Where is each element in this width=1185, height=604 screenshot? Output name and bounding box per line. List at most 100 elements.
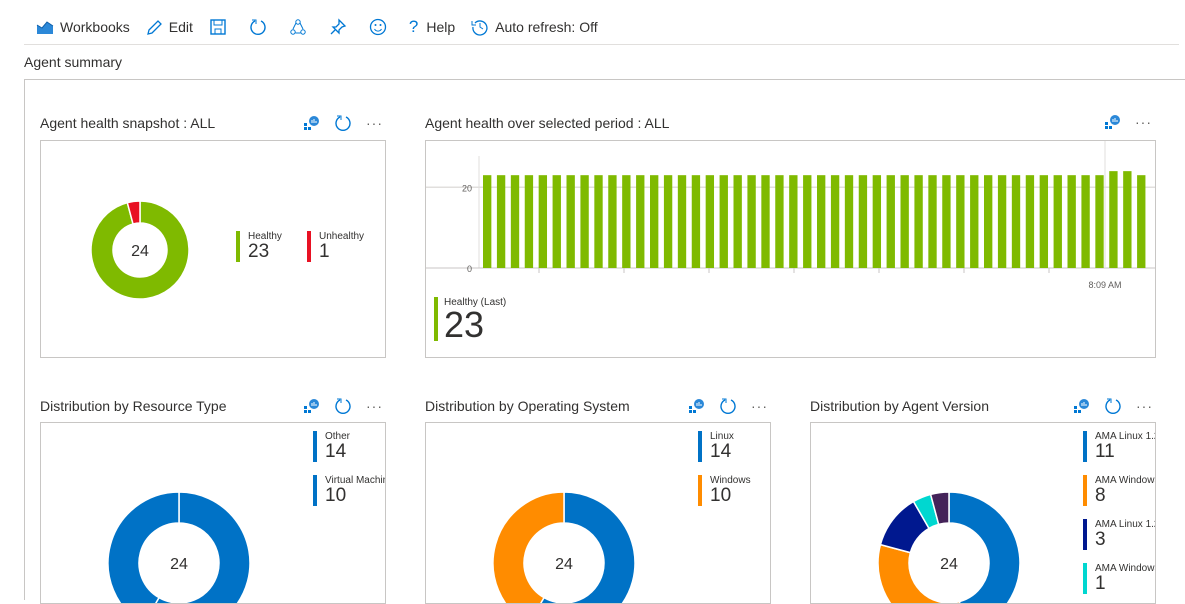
- bar[interactable]: [663, 175, 673, 268]
- bar[interactable]: [942, 175, 951, 268]
- bar[interactable]: [775, 175, 784, 268]
- period-title: Agent health over selected period : ALL: [425, 115, 670, 131]
- tile-value: 23: [444, 304, 485, 345]
- more-options-icon[interactable]: ···: [751, 398, 768, 414]
- bar[interactable]: [1039, 175, 1049, 268]
- workbooks-label: Workbooks: [60, 19, 130, 35]
- bar[interactable]: [914, 175, 923, 268]
- os-title: Distribution by Operating System: [425, 398, 630, 414]
- donut-center-label: 24: [131, 243, 149, 260]
- panel-actions: ···: [688, 397, 768, 415]
- refresh-icon[interactable]: [719, 397, 737, 415]
- bar[interactable]: [1053, 175, 1062, 268]
- bar[interactable]: [538, 175, 548, 268]
- help-button[interactable]: ? Help: [409, 17, 455, 37]
- snapshot-title: Agent health snapshot : ALL: [40, 115, 216, 131]
- bar[interactable]: [1109, 171, 1118, 268]
- pin-button[interactable]: [329, 18, 353, 36]
- bar[interactable]: [761, 175, 770, 268]
- bar[interactable]: [1011, 175, 1021, 268]
- bar[interactable]: [524, 175, 534, 268]
- more-options-icon[interactable]: ···: [1136, 398, 1153, 414]
- bar[interactable]: [997, 175, 1007, 268]
- bar[interactable]: [622, 175, 631, 268]
- bar[interactable]: [705, 175, 715, 268]
- bar[interactable]: [580, 175, 589, 268]
- bar[interactable]: [1081, 175, 1090, 268]
- donut-slice[interactable]: [948, 491, 1021, 603]
- bar[interactable]: [566, 175, 575, 268]
- donut-slice[interactable]: [492, 491, 565, 603]
- bar[interactable]: [496, 175, 506, 268]
- more-options-icon[interactable]: ···: [366, 115, 383, 131]
- auto-refresh-button[interactable]: Auto refresh: Off: [471, 18, 598, 36]
- open-in-logs-icon[interactable]: [303, 398, 320, 414]
- resource-title: Distribution by Resource Type: [40, 398, 227, 414]
- bar[interactable]: [1137, 175, 1146, 268]
- bar[interactable]: [886, 175, 895, 268]
- donut-center-label: 24: [940, 556, 958, 573]
- x-tick-label: 8:09 AM: [1088, 280, 1121, 290]
- bar[interactable]: [900, 175, 909, 268]
- bar[interactable]: [817, 175, 826, 268]
- legend-label: Virtual Machin: [325, 475, 385, 486]
- legend-label: AMA Windows: [1095, 563, 1155, 574]
- share-icon: [290, 19, 306, 35]
- legend-label: Unhealthy: [319, 231, 365, 242]
- bar[interactable]: [844, 175, 854, 268]
- more-options-icon[interactable]: ···: [1135, 114, 1152, 130]
- refresh-icon[interactable]: [1104, 397, 1122, 415]
- share-button[interactable]: [289, 18, 313, 36]
- bar[interactable]: [510, 175, 520, 268]
- open-in-logs-icon[interactable]: [303, 115, 320, 131]
- donut-slice[interactable]: [929, 491, 950, 526]
- legend-label: Healthy: [248, 231, 282, 242]
- open-in-logs-icon[interactable]: [1073, 398, 1090, 414]
- more-options-icon[interactable]: ···: [366, 398, 383, 414]
- bar[interactable]: [830, 175, 840, 268]
- bar[interactable]: [650, 175, 659, 268]
- legend-label: Other: [325, 431, 351, 442]
- bar[interactable]: [1095, 175, 1104, 268]
- refresh-icon[interactable]: [334, 114, 352, 132]
- bar[interactable]: [594, 175, 603, 268]
- bar[interactable]: [956, 175, 965, 268]
- bar[interactable]: [733, 175, 742, 268]
- bar[interactable]: [719, 175, 728, 268]
- bar[interactable]: [984, 175, 993, 268]
- bar[interactable]: [1067, 175, 1076, 268]
- legend-value: 23: [248, 241, 270, 262]
- bar[interactable]: [636, 175, 645, 268]
- bar[interactable]: [928, 175, 937, 268]
- bar[interactable]: [483, 175, 492, 268]
- donut-slice[interactable]: [126, 200, 141, 225]
- refresh-button[interactable]: [249, 18, 273, 36]
- bar[interactable]: [1025, 175, 1035, 268]
- bar-chart: 0 20 8:09 AM: [426, 141, 1155, 290]
- legend-value: 10: [710, 485, 732, 506]
- bar[interactable]: [552, 175, 561, 268]
- save-button[interactable]: [209, 18, 233, 36]
- bar[interactable]: [691, 175, 701, 268]
- open-in-logs-icon[interactable]: [688, 398, 705, 414]
- donut-slice[interactable]: [877, 543, 967, 603]
- panel-actions: ···: [1073, 397, 1153, 415]
- donut-slice[interactable]: [107, 491, 180, 603]
- bar[interactable]: [747, 175, 756, 268]
- bar[interactable]: [872, 175, 882, 268]
- panel-actions: ···: [303, 114, 383, 132]
- bar[interactable]: [608, 175, 617, 268]
- bar[interactable]: [677, 175, 687, 268]
- bar[interactable]: [789, 175, 798, 268]
- donut-slice[interactable]: [90, 200, 190, 300]
- open-in-logs-icon[interactable]: [1104, 114, 1121, 130]
- bar[interactable]: [803, 175, 812, 268]
- workbooks-button[interactable]: Workbooks: [36, 19, 130, 35]
- edit-button[interactable]: Edit: [146, 19, 193, 36]
- y-tick-label: 0: [467, 264, 472, 274]
- bar[interactable]: [858, 175, 868, 268]
- refresh-icon[interactable]: [334, 397, 352, 415]
- bar[interactable]: [1123, 171, 1132, 268]
- bar[interactable]: [970, 175, 979, 268]
- feedback-button[interactable]: [369, 18, 393, 36]
